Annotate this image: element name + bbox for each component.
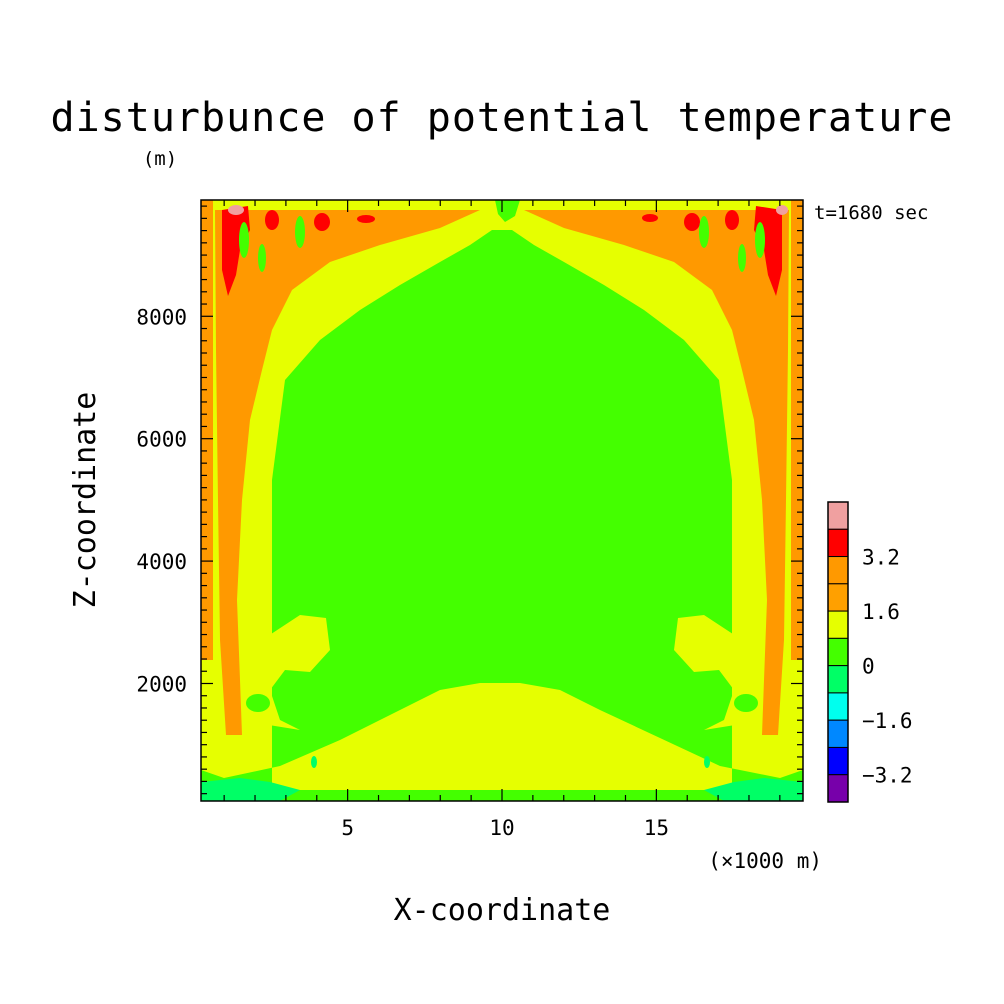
colorbar-label: 1.6 <box>862 600 900 624</box>
colorbar-swatch <box>827 665 849 694</box>
chart-title: disturbunce of potential temperature <box>51 95 954 141</box>
x-axis-title: X-coordinate <box>394 893 611 928</box>
cool-pocket <box>738 244 746 272</box>
colorbar-swatch <box>827 746 849 776</box>
cool-pocket <box>239 222 249 258</box>
colorbar-swatch <box>827 583 849 612</box>
axis-ticks <box>201 200 803 801</box>
cool-pocket <box>699 216 709 248</box>
top-center-pocket <box>495 200 520 222</box>
top-center-dot <box>502 254 512 258</box>
time-label: t=1680 sec <box>814 202 928 224</box>
hot-blob <box>265 210 279 230</box>
hot-blob <box>314 213 330 231</box>
colorbar-swatch <box>827 774 849 803</box>
colorbar-label: 3.2 <box>862 546 900 570</box>
hottest-cell <box>776 205 788 215</box>
lower-right-pocket <box>734 694 758 712</box>
cool-pocket <box>295 216 305 248</box>
right-side-orange <box>791 200 803 660</box>
y-tick-label: 2000 <box>136 672 187 696</box>
colorbar-frame <box>827 501 849 803</box>
cool-bottom-left <box>201 778 300 801</box>
hot-blob <box>357 215 375 223</box>
hot-blob <box>642 214 658 222</box>
x-tick-label: 5 <box>341 816 354 840</box>
lower-left-pocket <box>246 694 270 712</box>
cool-dot <box>311 756 317 768</box>
y-tick-label: 8000 <box>136 305 187 329</box>
left-orange-band <box>215 210 480 735</box>
colorbar-swatch <box>827 719 849 748</box>
hot-blob <box>725 210 739 230</box>
colorbar-swatch <box>827 556 849 585</box>
y-tick-label: 6000 <box>136 428 187 452</box>
unit-label: (m) <box>143 148 177 170</box>
hot-blob <box>684 213 700 231</box>
colorbar-label: −3.2 <box>862 764 913 788</box>
hottest-cell <box>228 205 244 215</box>
y-tick-label: 4000 <box>136 550 187 574</box>
colorbar-label: −1.6 <box>862 709 913 733</box>
cool-bottom-right <box>704 778 803 801</box>
left-side-orange <box>201 200 213 660</box>
top-center-dot <box>501 240 511 244</box>
colorbar-labels: 3.2 1.6 0 −1.6 −3.2 <box>862 546 913 788</box>
x-tick-label: 15 <box>644 816 669 840</box>
cool-dot <box>704 756 710 768</box>
cool-pocket <box>755 222 765 258</box>
colorbar <box>827 501 849 803</box>
colorbar-label: 0 <box>862 655 875 679</box>
x-tick-label: 10 <box>489 816 514 840</box>
colorbar-swatch <box>827 692 849 721</box>
axis-tick-labels: 5 10 15 2000 4000 6000 8000 <box>136 305 669 840</box>
colorbar-swatch <box>827 610 849 639</box>
right-orange-band <box>524 210 789 735</box>
colorbar-swatch <box>827 501 849 530</box>
y-axis-title: Z-coordinate <box>68 392 103 609</box>
contour-field <box>201 200 803 801</box>
x-unit-label: (×1000 m) <box>708 849 822 873</box>
colorbar-swatch <box>827 637 849 667</box>
cool-pocket <box>258 244 266 272</box>
colorbar-swatch <box>827 528 849 558</box>
